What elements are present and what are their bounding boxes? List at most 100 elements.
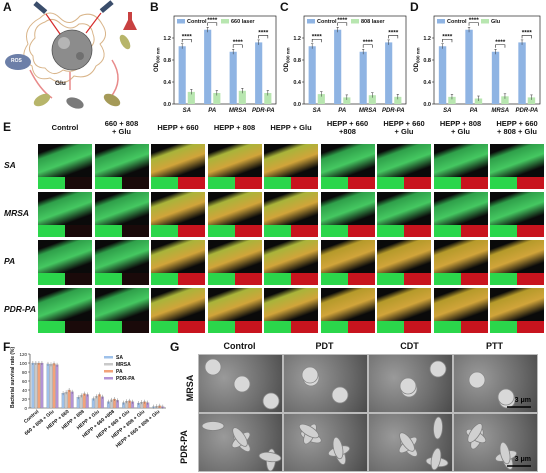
red-channel <box>517 225 544 237</box>
green-channel <box>207 177 235 189</box>
bacterium <box>201 421 225 431</box>
merged-channel <box>207 288 262 322</box>
significance-label: **** <box>363 39 374 46</box>
category-label: MRSA <box>491 108 509 114</box>
bar-control <box>308 46 316 104</box>
red-channel <box>347 273 375 285</box>
bacterium <box>332 436 344 460</box>
bar-pa <box>67 389 71 409</box>
bar-treated <box>501 96 509 104</box>
merged-channel <box>151 192 205 226</box>
red-channel <box>404 177 431 189</box>
y-axis-label: OD600 nm <box>284 47 291 72</box>
fluorescence-tile <box>207 288 262 333</box>
green-channel <box>94 177 122 189</box>
significance-bracket <box>258 35 269 39</box>
bar-sa <box>61 393 65 409</box>
sem-bacteria <box>301 366 349 404</box>
green-channel <box>433 177 461 189</box>
fluorescence-tile <box>94 192 149 237</box>
y-axis-label-sub: 600 nm <box>286 47 291 63</box>
red-channel <box>234 225 262 237</box>
sem-image: 3 μm <box>453 354 538 413</box>
red-channel <box>121 321 149 333</box>
green-channel <box>264 321 291 333</box>
category-label: PA <box>338 108 346 114</box>
fluorescence-tile <box>377 240 431 285</box>
bar-treated <box>238 90 246 104</box>
y-tick-label: 0.8 <box>293 58 301 64</box>
merged-channel <box>490 144 544 178</box>
legend-swatch <box>307 19 315 24</box>
red-channel <box>517 177 544 189</box>
fluorescence-tile <box>490 144 544 189</box>
column-header: Control <box>51 123 79 132</box>
merged-channel <box>490 240 544 274</box>
red-channel <box>234 321 262 333</box>
sem-bacteria <box>398 416 449 471</box>
sem-image <box>283 354 368 413</box>
bar-treated <box>474 98 483 104</box>
scale-bar-label: 3 μm <box>514 397 531 404</box>
bar-pdr-pa <box>55 364 59 409</box>
legend: Control 660 laser <box>177 19 255 25</box>
red-channel <box>234 273 262 285</box>
fluorescence-tile <box>490 288 544 333</box>
significance-bracket <box>442 38 453 43</box>
green-channel <box>490 321 517 333</box>
fluorescence-tile <box>38 288 92 333</box>
merged-channel <box>207 192 262 226</box>
merged-channel <box>264 240 318 274</box>
merged-channel <box>320 144 375 178</box>
schematic-diagram <box>5 0 137 109</box>
y-tick-label: 0.0 <box>423 102 431 108</box>
fluorescence-tile <box>377 144 431 189</box>
legend: Control 808 laser <box>307 19 385 25</box>
y-axis-label-sub: 600 nm <box>416 47 421 63</box>
legend-label: Control <box>187 19 207 25</box>
sem-image <box>198 413 283 472</box>
row-header: MRSA <box>185 374 195 401</box>
bar-pdr-pa <box>40 362 44 409</box>
merged-channel <box>38 144 92 178</box>
category-label: SA <box>313 108 321 114</box>
legend-label: PA <box>116 369 123 375</box>
y-axis-label: OD600 nm <box>154 47 161 72</box>
sem-bacteria <box>204 358 280 410</box>
significance-bracket <box>468 22 479 26</box>
fluorescence-grid: Control 660 + 808 + Glu HEPP + 660 HEPP + 8… <box>0 120 546 338</box>
bar-sa <box>31 362 35 409</box>
significance-label: **** <box>522 29 533 36</box>
fluorescence-tile <box>151 144 205 189</box>
bacterium <box>429 360 447 378</box>
merged-channel <box>433 288 488 322</box>
significance-label: **** <box>442 33 453 40</box>
bar-treated <box>317 94 325 104</box>
red-channel <box>65 177 92 189</box>
column-header: CDT <box>400 341 419 351</box>
row-header: SA <box>4 160 16 170</box>
category-label: SA <box>443 108 451 114</box>
significance-label: **** <box>312 33 323 40</box>
y-tick-label: 0.0 <box>163 102 171 108</box>
category-label: MRSA <box>359 108 377 114</box>
significance-bracket <box>181 38 192 43</box>
bacterium <box>433 416 443 440</box>
bar-treated <box>187 91 195 104</box>
fluorescence-tile <box>151 192 205 237</box>
green-channel <box>320 321 348 333</box>
bar-pdr-pa <box>85 394 89 409</box>
merged-channel <box>207 240 262 274</box>
green-channel <box>94 321 122 333</box>
bar-treated <box>527 97 536 104</box>
green-channel <box>38 225 65 237</box>
bar-control <box>229 51 237 104</box>
green-channel <box>151 273 178 285</box>
bar-sa <box>46 363 50 409</box>
column-header: HEPP + 660 +808 <box>326 119 369 136</box>
green-channel <box>151 225 178 237</box>
merged-channel <box>38 192 92 226</box>
red-channel <box>178 225 205 237</box>
red-channel <box>460 225 488 237</box>
fluorescence-tile <box>433 288 488 333</box>
